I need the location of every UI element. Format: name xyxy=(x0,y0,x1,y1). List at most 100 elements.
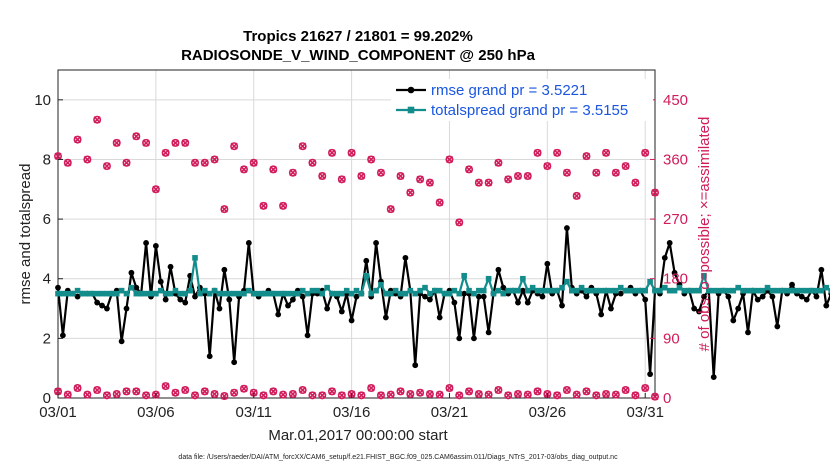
totalspread-point xyxy=(216,290,223,297)
obs-assimilated-point xyxy=(210,390,219,399)
legend-rmse-marker xyxy=(407,86,415,94)
obs-possible-point xyxy=(416,175,425,184)
obs-assimilated-point xyxy=(318,391,327,400)
rmse-point xyxy=(177,296,184,303)
obs-assimilated-cross xyxy=(377,391,385,399)
obs-possible-point xyxy=(484,178,493,187)
obs-possible-cross xyxy=(524,172,532,180)
x-tick-label: 03/26 xyxy=(529,404,567,421)
totalspread-point xyxy=(529,284,536,291)
obs-assimilated-cross xyxy=(436,391,444,399)
rmse-point xyxy=(725,293,732,300)
obs-possible-point xyxy=(112,138,121,147)
obs-assimilated-point xyxy=(513,390,522,399)
obs-possible-cross xyxy=(377,169,385,177)
rmse-point xyxy=(382,314,389,321)
obs-assimilated-cross xyxy=(524,391,532,399)
totalspread-point xyxy=(569,287,575,294)
rmse-point xyxy=(104,305,110,312)
rmse-point xyxy=(813,293,820,300)
totalspread-point xyxy=(226,290,233,297)
totalspread-point xyxy=(187,287,193,294)
totalspread-point xyxy=(661,284,668,291)
obs-possible-cross xyxy=(622,162,630,170)
obs-assimilated-cross xyxy=(494,386,502,394)
rmse-point xyxy=(480,293,487,300)
obs-assimilated-point xyxy=(200,387,209,396)
obs-possible-cross xyxy=(445,155,454,164)
obs-possible-cross xyxy=(631,179,639,187)
rmse-point xyxy=(226,296,233,303)
obs-assimilated-cross xyxy=(279,391,287,399)
totalspread-point xyxy=(221,290,228,297)
rmse-point xyxy=(275,311,282,318)
rmse-point xyxy=(691,305,698,312)
obs-assimilated-point xyxy=(621,386,630,395)
obs-assimilated-point xyxy=(592,391,601,400)
totalspread-point xyxy=(725,287,732,294)
obs-possible-cross xyxy=(592,169,600,177)
totalspread-point xyxy=(329,290,335,297)
obs-possible-layer xyxy=(53,115,659,227)
totalspread-point xyxy=(378,281,384,288)
totalspread-point xyxy=(270,290,277,297)
totalspread-point xyxy=(495,287,502,294)
obs-possible-cross xyxy=(240,165,248,173)
right-tick-label: 180 xyxy=(663,271,688,288)
totalspread-point xyxy=(803,287,810,294)
obs-assimilated-point xyxy=(406,390,415,399)
totalspread-point xyxy=(627,287,634,294)
rmse-point xyxy=(456,335,463,342)
totalspread-point xyxy=(167,290,174,297)
obs-assimilated-point xyxy=(191,391,200,400)
rmse-point xyxy=(544,260,551,267)
rmse-point xyxy=(353,293,360,300)
rmse-point xyxy=(730,317,737,324)
right-axis-label: # of obs: o=possible; ×=assimilated xyxy=(696,117,713,352)
obs-assimilated-cross xyxy=(553,391,561,399)
obs-possible-point xyxy=(494,158,503,167)
obs-possible-point xyxy=(553,148,562,157)
rmse-point xyxy=(133,284,140,291)
obs-assimilated-point xyxy=(474,390,483,399)
obs-assimilated-cross xyxy=(367,384,375,392)
totalspread-point xyxy=(534,287,541,294)
obs-possible-point xyxy=(102,162,111,171)
totalspread-point xyxy=(622,287,629,294)
obs-assimilated-point xyxy=(602,390,611,399)
rmse-point xyxy=(647,371,654,378)
obs-assimilated-cross xyxy=(357,391,365,399)
totalspread-point xyxy=(769,287,776,294)
obs-possible-point xyxy=(533,148,542,157)
totalspread-point xyxy=(485,275,492,282)
obs-possible-point xyxy=(455,218,464,227)
x-tick-label: 03/16 xyxy=(333,404,371,421)
totalspread-point xyxy=(735,284,741,291)
obs-assimilated-point xyxy=(553,391,562,400)
rmse-point xyxy=(789,281,795,288)
obs-assimilated-point xyxy=(83,390,92,399)
rmse-point xyxy=(167,263,174,270)
totalspread-point xyxy=(446,290,453,297)
obs-assimilated-point xyxy=(259,391,268,400)
legend: rmse grand pr = 3.5221 totalspread grand… xyxy=(391,79,653,121)
totalspread-point xyxy=(544,287,551,294)
rmse-point xyxy=(671,269,678,276)
totalspread-point xyxy=(754,287,761,294)
obs-possible-point xyxy=(93,115,102,124)
rmse-point xyxy=(182,299,189,306)
totalspread-point xyxy=(260,290,267,297)
obs-assimilated-point xyxy=(93,386,102,395)
totalspread-point xyxy=(275,290,282,297)
totalspread-point xyxy=(280,290,286,297)
totalspread-point xyxy=(128,284,135,291)
obs-assimilated-point xyxy=(455,391,464,400)
left-tick-label: 6 xyxy=(43,211,51,228)
totalspread-point xyxy=(818,287,825,294)
obs-assimilated-cross xyxy=(122,387,131,395)
totalspread-point xyxy=(559,284,565,291)
rmse-point xyxy=(245,240,252,246)
obs-possible-cross xyxy=(318,172,326,180)
totalspread-point xyxy=(799,287,805,294)
totalspread-point xyxy=(304,290,311,297)
